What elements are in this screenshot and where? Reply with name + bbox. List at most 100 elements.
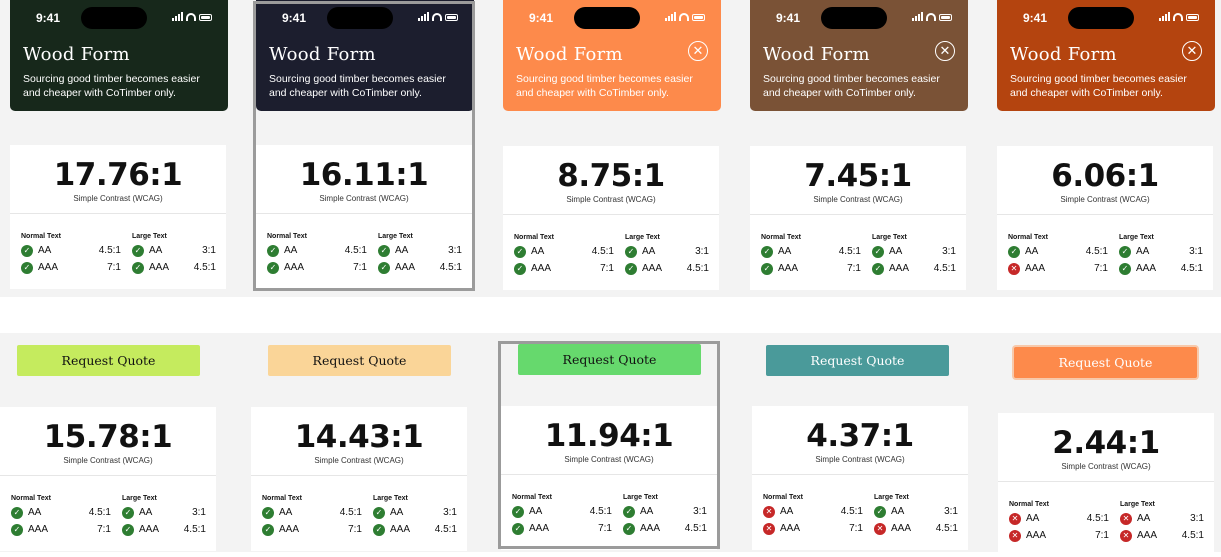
- x-circle-icon: ✕: [1009, 530, 1021, 542]
- large-aaa-row: ✕ AAA 4.5:1: [874, 523, 958, 540]
- required-ratio: 4.5:1: [838, 246, 861, 257]
- contrast-ratio: 17.76:1: [53, 157, 183, 193]
- required-ratio: 7:1: [847, 263, 861, 274]
- request-quote-button[interactable]: Request Quote: [17, 345, 200, 376]
- large-aaa-row: ✕ AAA 4.5:1: [1120, 530, 1204, 547]
- required-ratio: 4.5:1: [1180, 263, 1203, 274]
- required-ratio: 4.5:1: [935, 523, 958, 534]
- contrast-label: Simple Contrast (WCAG): [73, 194, 163, 203]
- large-text-group: Large Text ✓ AA 3:1 ✓ AAA 4.5:1: [373, 495, 457, 541]
- request-quote-button[interactable]: Request Quote: [518, 344, 701, 375]
- divider: [10, 213, 226, 214]
- contrast-ratio: 16.11:1: [299, 157, 429, 193]
- x-circle-icon: ✕: [1009, 513, 1021, 525]
- contrast-card: 11.94:1 Simple Contrast (WCAG) Normal Text…: [501, 406, 717, 550]
- close-icon[interactable]: ✕: [1182, 41, 1202, 61]
- required-ratio: 4.5:1: [1181, 530, 1204, 541]
- required-ratio: 4.5:1: [339, 507, 362, 518]
- wcag-level: AAA: [284, 262, 305, 273]
- required-ratio: 7:1: [97, 524, 111, 535]
- large-text-group: Large Text ✓ AA 3:1 ✓ AAA 4.5:1: [132, 233, 216, 279]
- header-subtitle: Sourcing good timber becomes easier and …: [763, 73, 940, 99]
- normal-text-group: Normal Text ✓ AA 4.5:1 ✓ AAA 7:1: [21, 233, 121, 279]
- large-aa-row: ✓ AA 3:1: [132, 245, 216, 262]
- contrast-ratio: 14.43:1: [294, 419, 424, 455]
- status-icons: [172, 12, 212, 21]
- required-ratio: 4.5:1: [591, 246, 614, 257]
- wcag-level: AA: [642, 246, 656, 257]
- close-icon[interactable]: ✕: [935, 41, 955, 61]
- status-time: 9:41: [1023, 11, 1048, 25]
- contrast-ratio: 11.94:1: [544, 418, 674, 454]
- check-circle-icon: ✓: [872, 263, 884, 275]
- large-text-group: Large Text ✓ AA 3:1 ✓ AAA 4.5:1: [122, 495, 206, 541]
- required-ratio: 4.5:1: [684, 523, 707, 534]
- wcag-level: AA: [780, 506, 794, 517]
- check-circle-icon: ✓: [11, 507, 23, 519]
- wcag-level: AA: [640, 506, 654, 517]
- wcag-level: AAA: [778, 263, 799, 274]
- large-aaa-row: ✓ AAA 4.5:1: [373, 524, 457, 541]
- large-aaa-row: ✓ AAA 4.5:1: [1119, 263, 1203, 280]
- contrast-card: 2.44:1 Simple Contrast (WCAG) Normal Text ✕…: [998, 413, 1214, 557]
- check-circle-icon: ✓: [872, 246, 884, 258]
- request-quote-button[interactable]: Request Quote: [766, 345, 949, 376]
- normal-text-group: Normal Text ✓ AA 4.5:1 ✓ AAA 7:1: [267, 233, 367, 279]
- required-ratio: 7:1: [598, 523, 612, 534]
- normal-text-group: Normal Text ✓ AA 4.5:1 ✓ AAA 7:1: [512, 494, 612, 540]
- large-text-group: Large Text ✓ AA 3:1 ✓ AAA 4.5:1: [872, 234, 956, 280]
- check-circle-icon: ✓: [623, 523, 635, 535]
- request-quote-button[interactable]: Request Quote: [268, 345, 451, 376]
- large-text-group-heading: Large Text: [122, 495, 157, 502]
- check-circle-icon: ✓: [373, 507, 385, 519]
- wifi-icon: [679, 13, 689, 21]
- request-quote-button[interactable]: Request Quote: [1014, 347, 1197, 378]
- normal-aa-row: ✓ AA 4.5:1: [514, 246, 614, 263]
- wood-form-header: 9:41 Wood Form Sourcing good timber become…: [750, 0, 968, 111]
- wcag-level: AAA: [390, 524, 411, 535]
- signal-icon: [665, 12, 676, 21]
- status-icons: [665, 12, 705, 21]
- header-title: Wood Form: [269, 44, 376, 65]
- large-text-group-heading: Large Text: [872, 234, 907, 241]
- contrast-ratio: 15.78:1: [43, 419, 173, 455]
- large-aa-row: ✓ AA 3:1: [874, 506, 958, 523]
- close-icon[interactable]: ✕: [688, 41, 708, 61]
- check-circle-icon: ✓: [262, 507, 274, 519]
- normal-text-group: Normal Text ✓ AA 4.5:1 ✕ AAA 7:1: [1008, 234, 1108, 280]
- divider: [503, 214, 719, 215]
- wcag-level: AAA: [149, 262, 170, 273]
- required-ratio: 3:1: [448, 245, 462, 256]
- check-circle-icon: ✓: [512, 523, 524, 535]
- required-ratio: 3:1: [443, 507, 457, 518]
- check-circle-icon: ✓: [761, 263, 773, 275]
- required-ratio: 7:1: [107, 262, 121, 273]
- required-ratio: 7:1: [1095, 530, 1109, 541]
- header-title: Wood Form: [23, 44, 130, 65]
- contrast-label: Simple Contrast (WCAG): [1060, 195, 1150, 204]
- required-ratio: 4.5:1: [434, 524, 457, 535]
- header-title: Wood Form: [516, 44, 623, 65]
- large-aaa-row: ✓ AAA 4.5:1: [378, 262, 462, 279]
- wcag-level: AAA: [642, 263, 663, 274]
- contrast-label: Simple Contrast (WCAG): [63, 456, 153, 465]
- required-ratio: 7:1: [1094, 263, 1108, 274]
- status-icons: [1159, 12, 1199, 21]
- large-aa-row: ✓ AA 3:1: [1119, 246, 1203, 263]
- large-aa-row: ✓ AA 3:1: [872, 246, 956, 263]
- status-bar: 9:41: [10, 0, 228, 40]
- check-circle-icon: ✓: [378, 245, 390, 257]
- wood-form-header: 9:41 Wood Form Sourcing good timber become…: [256, 0, 474, 111]
- wood-form-header: 9:41 Wood Form Sourcing good timber become…: [503, 0, 721, 111]
- wcag-level: AA: [28, 507, 42, 518]
- normal-aa-row: ✕ AA 4.5:1: [763, 506, 863, 523]
- large-aaa-row: ✓ AAA 4.5:1: [872, 263, 956, 280]
- check-circle-icon: ✓: [122, 524, 134, 536]
- wcag-level: AAA: [1026, 530, 1047, 541]
- normal-text-group: Normal Text ✓ AA 4.5:1 ✓ AAA 7:1: [761, 234, 861, 280]
- wcag-level: AA: [891, 506, 905, 517]
- normal-text-group-heading: Normal Text: [267, 233, 307, 240]
- large-aa-row: ✕ AA 3:1: [1120, 513, 1204, 530]
- contrast-label: Simple Contrast (WCAG): [1061, 462, 1151, 471]
- check-circle-icon: ✓: [1119, 263, 1131, 275]
